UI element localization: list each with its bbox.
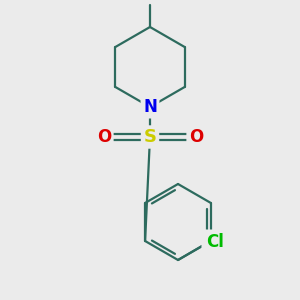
Text: O: O <box>97 128 111 146</box>
Text: Cl: Cl <box>206 233 224 251</box>
Text: O: O <box>189 128 203 146</box>
Text: S: S <box>143 128 157 146</box>
Text: N: N <box>204 232 218 250</box>
Text: N: N <box>143 98 157 116</box>
